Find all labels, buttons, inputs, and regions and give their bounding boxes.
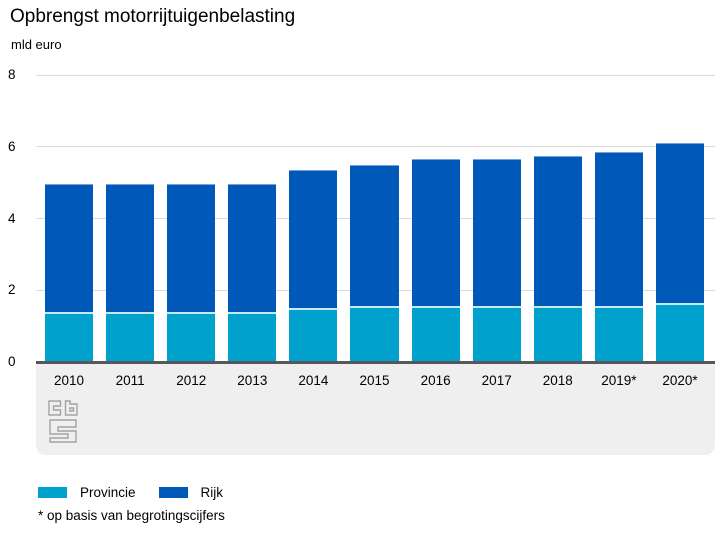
x-axis-label: 2012 (176, 373, 207, 388)
y-axis-tick-label: 8 (8, 67, 16, 82)
bar-segment-provincie (594, 306, 643, 362)
cbs-logo-letter-b (64, 400, 78, 416)
bar-segment-provincie (228, 311, 277, 362)
legend-item-provincie: Provincie (38, 485, 136, 500)
bar-2015 (350, 164, 399, 362)
bar-segment-rijk (106, 184, 155, 312)
x-axis-line (36, 360, 715, 364)
x-axis-label: 2020* (662, 373, 698, 388)
bar-2016 (411, 159, 460, 362)
bar-2010 (45, 184, 94, 362)
bar-segment-provincie (45, 311, 94, 362)
bar-segment-rijk (167, 184, 216, 312)
bar-segment-rijk (472, 159, 521, 307)
bar-segment-rijk (289, 170, 338, 309)
x-axis-label: 2013 (237, 373, 268, 388)
legend-swatch-provincie (38, 487, 67, 498)
x-axis-band: 2010 2011 2012 2013 2014 2015 2016 2017 2018 2019… (36, 364, 715, 455)
bar-segment-rijk (655, 143, 705, 303)
y-axis-tick-label: 0 (8, 354, 16, 369)
bar-segment-provincie (350, 306, 399, 362)
x-axis-label: 2019* (601, 373, 637, 388)
x-axis-label: 2015 (359, 373, 390, 388)
bar-segment-provincie (289, 308, 338, 362)
y-axis-tick-label: 4 (8, 210, 16, 226)
bars-container (36, 75, 715, 362)
bar-segment-provincie (106, 311, 155, 362)
bar-segment-provincie (533, 306, 582, 362)
x-axis-label: 2016 (420, 373, 451, 388)
cbs-logo-letter-c (48, 400, 62, 416)
bar-2017 (472, 159, 521, 362)
bar-segment-rijk (228, 184, 277, 312)
bar-2019 (594, 152, 643, 362)
bar-segment-provincie (411, 306, 460, 362)
legend-label-provincie: Provincie (80, 485, 136, 500)
bar-2020 (655, 143, 705, 362)
bar-segment-rijk (350, 164, 399, 307)
x-axis-label: 2010 (54, 373, 85, 388)
chart-unit-label: mld euro (11, 37, 62, 52)
x-axis-label: 2011 (115, 373, 145, 388)
bar-segment-rijk (533, 155, 582, 307)
chart-title: Opbrengst motorrijtuigenbelasting (10, 6, 296, 27)
x-axis-labels: 2010 2011 2012 2013 2014 2015 2016 2017 2018 2019… (36, 364, 715, 388)
bar-2014 (289, 170, 338, 362)
bar-segment-provincie (472, 306, 521, 362)
gridline-6 (36, 146, 715, 148)
footnote: * op basis van begrotingscijfers (38, 508, 225, 523)
plot-area (36, 74, 715, 362)
bar-segment-provincie (167, 311, 216, 362)
bar-2018 (533, 155, 582, 362)
bar-segment-rijk (411, 159, 460, 307)
legend-label-rijk: Rijk (200, 485, 224, 500)
bar-2012 (167, 184, 216, 362)
gridline-8 (36, 74, 715, 76)
x-axis-label: 2014 (298, 373, 329, 388)
x-axis-label: 2018 (542, 373, 573, 388)
cbs-logo (48, 400, 78, 443)
bar-2011 (106, 184, 155, 362)
y-axis-tick-label: 6 (8, 138, 16, 154)
bar-segment-rijk (45, 184, 94, 312)
x-axis-label: 2017 (481, 373, 512, 388)
legend-swatch-rijk (158, 487, 188, 498)
cbs-logo-letter-s (49, 419, 77, 443)
y-axis-tick-label: 2 (8, 282, 16, 298)
bar-segment-rijk (594, 152, 643, 307)
bar-2013 (228, 184, 277, 362)
legend: Provincie Rijk (38, 485, 223, 500)
legend-item-rijk: Rijk (158, 485, 224, 500)
bar-segment-provincie (655, 302, 705, 362)
